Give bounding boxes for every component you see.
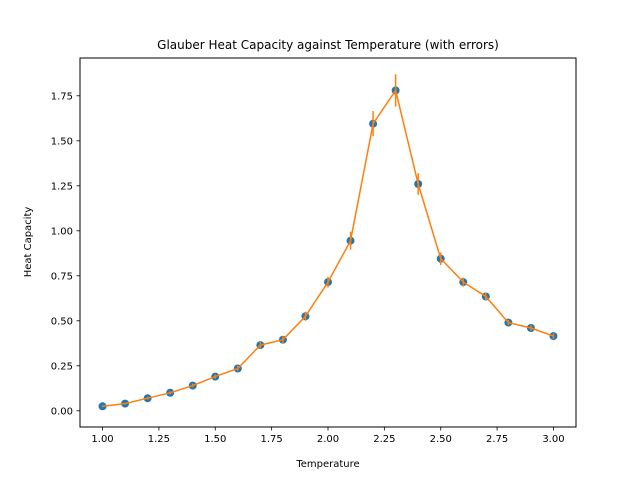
y-axis: 0.00 0.25 0.50 0.75 1.00 1.25 1.50 1.75 (51, 91, 80, 417)
plot-frame (79, 57, 577, 428)
y-tick-label: 0.75 (51, 271, 73, 282)
x-tick-label: 2.00 (317, 434, 339, 445)
y-tick-label: 1.50 (51, 136, 73, 147)
x-tick-label: 1.50 (204, 434, 226, 445)
x-tick-label: 1.25 (148, 434, 170, 445)
x-tick-label: 2.25 (373, 434, 395, 445)
y-tick-label: 1.00 (51, 226, 73, 237)
y-tick-label: 0.00 (51, 406, 73, 417)
x-tick-label: 2.75 (486, 434, 508, 445)
y-tick-label: 1.75 (51, 91, 73, 102)
x-tick-label: 1.75 (261, 434, 283, 445)
y-tick-label: 1.25 (51, 181, 73, 192)
x-axis-label: Temperature (295, 459, 359, 470)
x-axis: 1.00 1.25 1.50 1.75 2.00 2.25 2.50 2.75 3.00 (91, 427, 565, 445)
y-tick-label: 0.25 (51, 361, 73, 372)
y-axis-label: Heat Capacity (23, 207, 34, 278)
x-tick-label: 3.00 (542, 434, 564, 445)
series-line (102, 88, 554, 408)
y-tick-label: 0.50 (51, 316, 73, 327)
chart-title: Glauber Heat Capacity against Temperatur… (157, 38, 499, 52)
series-layer (98, 74, 558, 411)
x-tick-label: 1.00 (91, 434, 113, 445)
x-tick-label: 2.50 (430, 434, 452, 445)
